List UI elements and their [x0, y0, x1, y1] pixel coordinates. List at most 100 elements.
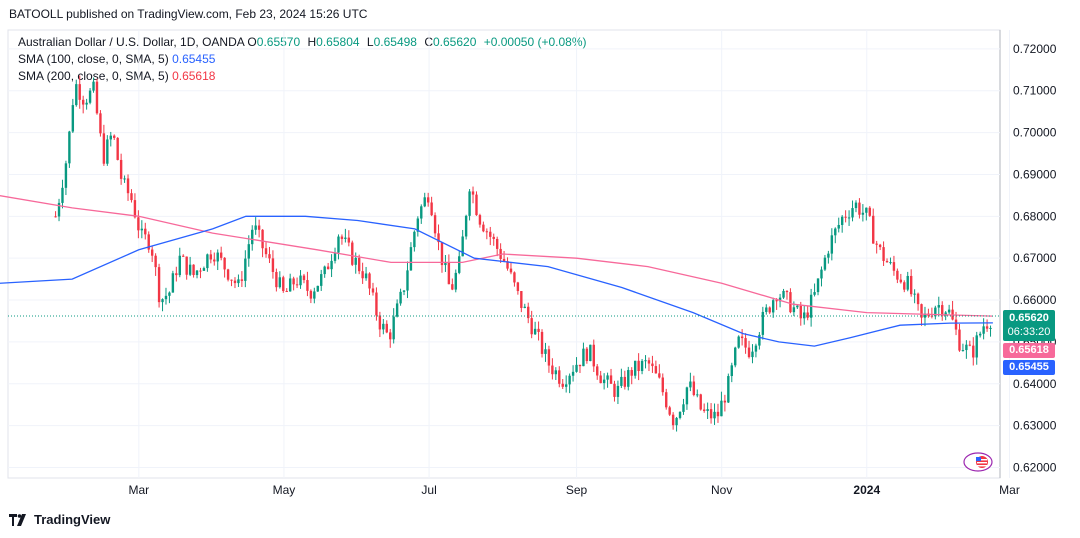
- candle-body: [113, 135, 116, 138]
- candle-body: [347, 237, 351, 243]
- sma100-price-tag: 0.65455: [1003, 360, 1055, 375]
- x-tick-label: Sep: [566, 483, 588, 497]
- candle-body: [575, 364, 578, 372]
- candle-body: [872, 215, 875, 244]
- candle-body: [337, 236, 340, 253]
- candle-body: [709, 409, 713, 419]
- candle-body: [230, 279, 233, 281]
- y-tick-label: 0.64000: [1013, 377, 1057, 391]
- y-tick-label: 0.70000: [1013, 126, 1057, 140]
- candle-body: [644, 360, 647, 362]
- candle-body: [889, 262, 892, 264]
- candle-body: [544, 349, 547, 354]
- candle-body: [495, 238, 499, 249]
- candle-body: [288, 278, 292, 292]
- candle-body: [678, 411, 682, 418]
- symbol-label[interactable]: Australian Dollar / U.S. Dollar, 1D, OAN…: [18, 35, 245, 49]
- candle-body: [668, 407, 671, 415]
- candle-body: [906, 275, 909, 290]
- candle-body: [251, 229, 254, 245]
- candle-body: [178, 255, 181, 276]
- candle-body: [523, 306, 526, 308]
- candle-body: [837, 224, 840, 229]
- candle-body: [564, 384, 568, 387]
- candle-body: [827, 253, 830, 258]
- candle-body: [171, 273, 175, 293]
- candle-body: [813, 292, 816, 295]
- candle-body: [682, 404, 685, 412]
- candle-body: [647, 360, 651, 364]
- candle-body: [792, 307, 796, 313]
- candle-body: [99, 113, 102, 134]
- candle-body: [620, 376, 623, 386]
- candle-body: [154, 255, 157, 268]
- candle-body: [430, 202, 433, 216]
- candle-body: [706, 409, 709, 411]
- candle-body: [799, 305, 802, 319]
- candle-body: [820, 269, 823, 279]
- candle-body: [954, 319, 958, 330]
- sma200-row[interactable]: SMA (200, close, 0, SMA, 5) 0.65618: [18, 68, 586, 85]
- sma100-label: SMA (100, close, 0, SMA, 5): [18, 52, 169, 66]
- candle-body: [275, 271, 278, 288]
- candle-body: [451, 284, 454, 290]
- candle-body: [447, 262, 451, 285]
- candle-body: [785, 290, 789, 293]
- bar-countdown: 06:33:20: [1007, 326, 1051, 338]
- x-tick-label: Mar: [999, 483, 1020, 497]
- candle-body: [596, 366, 599, 376]
- candle-body: [778, 297, 782, 302]
- candle-body: [399, 291, 402, 304]
- candle-body: [244, 258, 247, 281]
- candle-body: [978, 333, 982, 336]
- candle-body: [937, 305, 940, 308]
- candle-body: [527, 306, 530, 319]
- candle-body: [696, 394, 699, 396]
- candle-body: [88, 90, 92, 103]
- candle-body: [671, 414, 675, 426]
- sma200-label: SMA (200, close, 0, SMA, 5): [18, 69, 169, 83]
- candle-body: [578, 364, 582, 367]
- candle-body: [768, 307, 771, 313]
- candle-body: [941, 305, 944, 316]
- chart-legend: Australian Dollar / U.S. Dollar, 1D, OAN…: [18, 34, 586, 85]
- candle-body: [854, 202, 858, 209]
- candle-body: [254, 225, 257, 230]
- candle-body: [582, 348, 585, 367]
- candle-body: [909, 275, 913, 295]
- candle-body: [316, 285, 319, 292]
- candle-body: [326, 266, 330, 270]
- candle-body: [796, 305, 799, 308]
- candle-body: [985, 326, 989, 329]
- candle-body: [509, 268, 513, 273]
- candle-body: [444, 262, 447, 266]
- candle-body: [71, 105, 75, 132]
- tradingview-logo[interactable]: TradingView: [9, 512, 110, 527]
- candle-body: [240, 279, 244, 281]
- candle-body: [458, 256, 461, 273]
- y-tick-label: 0.67000: [1013, 251, 1057, 265]
- candle-body: [540, 331, 544, 354]
- candle-body: [306, 280, 309, 291]
- candle-body: [195, 270, 199, 276]
- sma200-price-tag: 0.65618: [1003, 343, 1055, 358]
- candle-body: [485, 231, 489, 233]
- candle-body: [323, 266, 326, 275]
- candle-body: [502, 258, 506, 262]
- candle-body: [958, 329, 961, 351]
- candle-body: [561, 383, 564, 387]
- candle-body: [599, 375, 602, 384]
- candle-body: [858, 202, 861, 215]
- candle-body: [878, 244, 882, 248]
- candle-body: [392, 316, 395, 340]
- sma100-row[interactable]: SMA (100, close, 0, SMA, 5) 0.65455: [18, 51, 586, 68]
- candle-body: [665, 392, 668, 408]
- candle-body: [285, 291, 288, 293]
- us-flag-icon[interactable]: [963, 452, 993, 472]
- candle-body: [206, 254, 209, 269]
- y-tick-label: 0.62000: [1013, 461, 1057, 475]
- candle-body: [413, 231, 416, 248]
- candle-body: [930, 315, 934, 317]
- candle-body: [282, 277, 285, 292]
